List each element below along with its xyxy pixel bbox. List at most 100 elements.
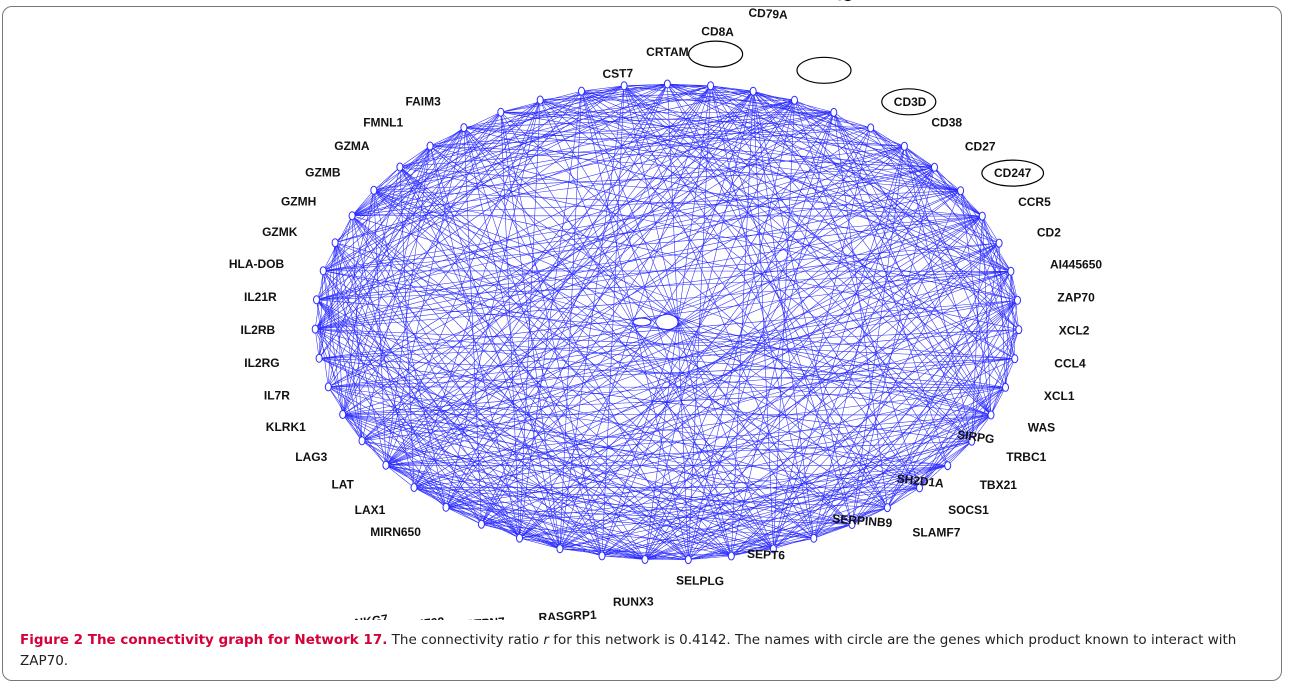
edge-TRBC1-RUNX3 (644, 440, 972, 560)
edge-SH2D1A-SELPLG (688, 538, 814, 560)
edge-SERPINB9-IL21R (316, 299, 774, 550)
edge-RUNX3-KLRK1 (342, 414, 646, 560)
edge-KLRK1-DENND2D (342, 112, 502, 415)
edge-RUNX3-IL2RB (315, 328, 646, 560)
edge-LAG3-FMNL1 (361, 145, 431, 441)
edge-ZAP70-RUNX3 (644, 300, 1018, 560)
edge-RASGRP1-GZMA (399, 166, 603, 557)
edge-NKG7-IL21R (316, 299, 482, 525)
edge-CD3E-TRBC1 (833, 112, 972, 442)
label-zap70: ZAP70 (1057, 290, 1095, 304)
edge-SEPT6-KLRK1 (342, 414, 732, 557)
label-trbc1: TRBC1 (1006, 450, 1046, 464)
edge-NM_014792-GZMH (351, 215, 520, 539)
node-lax1 (410, 483, 418, 492)
label-ccl4: CCL4 (1054, 357, 1086, 371)
edge-CD3G-WAS (794, 100, 992, 416)
label-il2rb: IL2RB (241, 323, 276, 337)
edge-CD3D-FMNL1 (430, 127, 871, 147)
edge-CCL4-CXCR6 (540, 99, 1015, 359)
edge-CD3D-CD2 (870, 127, 1000, 244)
edge-CD2-RUNX3 (644, 242, 1000, 560)
edge-GZMK-FAIM3 (334, 127, 465, 243)
edge-SIRPG-SH2D1A (813, 524, 853, 539)
edge-CD38-WAS (904, 146, 992, 416)
edge-SIRPG-FMNL1 (429, 145, 853, 525)
node-cst7 (620, 81, 628, 91)
edge-XCL1-IL2RG (319, 358, 1006, 388)
edge-RUNX3-GZMA (399, 166, 646, 560)
edge-XCL2-IL7R (328, 329, 1019, 388)
label-xcl1: XCL1 (1044, 389, 1075, 403)
label-sh2d1a: SH2D1A (896, 471, 945, 490)
edge-CST7-CD3E (624, 85, 834, 113)
edge-CD2-SELPLG (688, 242, 1000, 560)
edge-SERPINB9-CTSW (581, 90, 774, 550)
edge-CST7-GZMA (399, 85, 625, 168)
label-lag3: LAG3 (295, 450, 327, 464)
edge-CD79A-GZMA (399, 90, 754, 168)
edge-CCL4-IL7R (328, 358, 1015, 388)
label-cd3g: CD3G (818, 0, 852, 4)
edge-RUNX3-LAX1 (413, 487, 646, 560)
edge-MIRN650-GZMK (334, 242, 447, 508)
label-gzmb: GZMB (305, 166, 341, 180)
edge-CD79A-HLA-DOB (323, 90, 754, 272)
edge-SEPT6-IL2RG (318, 358, 732, 557)
edge-ZAP70-GZMA (399, 166, 1018, 301)
edge-CD27-FMNL1 (430, 145, 935, 168)
edge-SOCS1-NKG7 (481, 487, 920, 525)
edge-CD27-GZMB (373, 167, 935, 191)
label-nm-014792: NM_014792 (379, 614, 446, 620)
edge-CD3E-LAT (385, 112, 834, 466)
edge-NM_014792-HLA-DOB (322, 270, 520, 539)
highlight-circle-cd247 (981, 159, 1045, 187)
edge-IL21R-CXCR6 (316, 99, 541, 301)
edge-CD2-IL2RB (315, 242, 1000, 330)
edge-NM_014792-LAG3 (361, 440, 520, 539)
edge-SEPT6-GZMA (399, 166, 732, 557)
edge-CD38-SH2D1A (813, 146, 905, 539)
edge-SIRPG-LAG3 (361, 440, 853, 525)
node-cd79a (749, 86, 757, 96)
edge-CD38-CD27 (904, 146, 935, 168)
edge-SH2D1A-MIRN650 (445, 507, 814, 539)
edge-AI445650-SIRPG (851, 271, 1012, 525)
edge-IL7R-CXCR6 (328, 99, 541, 388)
edge-PTPN7-FMNL1 (429, 145, 561, 549)
edge-LAX1-LAT (385, 464, 415, 488)
edge-PTPN7-NM_014792 (519, 537, 560, 549)
edge-CD38-IL21R (316, 146, 905, 301)
edge-CCL4-IL2RB (315, 328, 1015, 359)
edge-CD247-FMNL1 (430, 145, 961, 191)
label-cd8a: CD8A (701, 24, 734, 39)
edge-IL2RG-IL2RB (314, 329, 320, 359)
node-sept6 (727, 551, 735, 561)
edge-AI445650-FAIM3 (463, 127, 1011, 272)
edge-LAX1-CXCR6 (413, 99, 541, 488)
node-slamf7 (883, 503, 891, 513)
edge-CD3E-FAIM3 (463, 112, 834, 128)
edge-CD79A-FAIM3 (463, 90, 754, 128)
edge-CD79A-NKG7 (481, 91, 754, 525)
edge-PTPN7-GZMH (351, 215, 561, 549)
edge-CD2-PTPN7 (559, 242, 1000, 549)
edge-CRTAM-LAX1 (413, 83, 668, 488)
edge-SEPT6-GZMH (351, 215, 732, 557)
node-faim3 (460, 123, 468, 133)
edge-IL7R-FMNL1 (328, 145, 431, 388)
edge-SERPINB9-GZMA (399, 166, 774, 550)
edge-MIRN650-HLA-DOB (322, 270, 447, 508)
node-fmnl1 (426, 141, 434, 151)
edge-SEPT6-SELPLG (688, 555, 732, 560)
edge-CD27-IL21R (316, 167, 935, 301)
edge-SELPLG-LAX1 (413, 487, 689, 560)
edge-XCL2-GZMB (373, 190, 1019, 330)
edge-WAS-TRBC1 (971, 414, 992, 442)
edge-TRBC1-LAT (385, 440, 972, 466)
edge-PTPN7-DENND2D (500, 112, 561, 549)
highlight-circles (687, 40, 1045, 187)
edge-NM_014792-CXCR6 (519, 99, 541, 539)
edge-PTPN7-IL7R (328, 386, 561, 549)
edge-SOCS1-NM_014792 (519, 487, 920, 539)
